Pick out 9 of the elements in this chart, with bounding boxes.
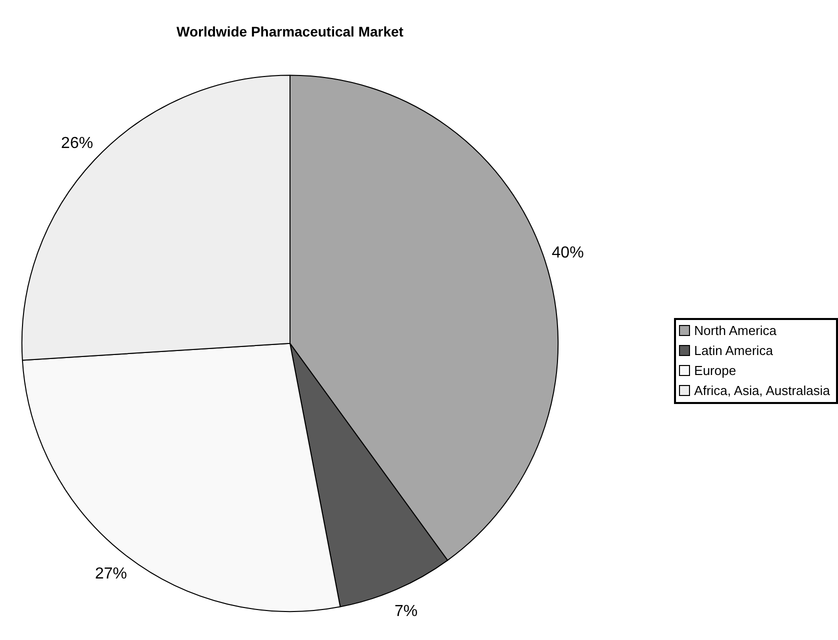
data-label: 40% — [552, 244, 584, 262]
legend-label: North America — [693, 322, 778, 340]
legend-label: Latin America — [693, 342, 774, 360]
chart-title: Worldwide Pharmaceutical Market — [176, 23, 404, 40]
data-label: 7% — [394, 602, 418, 620]
legend-label: Africa, Asia, Australasia — [693, 382, 830, 400]
data-label: 27% — [94, 566, 127, 583]
legend-label: Europe — [693, 362, 738, 380]
data-label: 26% — [61, 134, 94, 152]
